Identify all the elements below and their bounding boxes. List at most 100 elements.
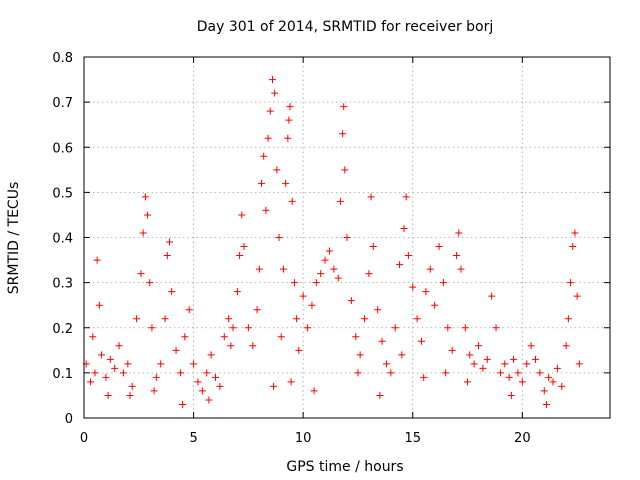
- data-point: [287, 378, 295, 386]
- data-point: [216, 382, 224, 390]
- data-point: [286, 103, 294, 111]
- data-point: [374, 306, 382, 314]
- data-point: [262, 206, 270, 214]
- data-point: [573, 292, 581, 300]
- data-point: [295, 346, 303, 354]
- data-point: [179, 400, 187, 408]
- y-tick-label: 0.2: [52, 322, 73, 337]
- data-point: [128, 382, 136, 390]
- x-tick-label: 10: [295, 431, 312, 446]
- data-point: [564, 315, 572, 323]
- data-point: [510, 355, 518, 363]
- data-point: [106, 355, 114, 363]
- data-point: [514, 369, 522, 377]
- y-tick-label: 0.5: [52, 186, 73, 201]
- data-point: [236, 252, 244, 260]
- data-point: [317, 270, 325, 278]
- data-point: [558, 382, 566, 390]
- data-point: [325, 247, 333, 255]
- data-point: [258, 179, 266, 187]
- data-point: [91, 369, 99, 377]
- data-point: [378, 337, 386, 345]
- data-point: [98, 351, 106, 359]
- data-point: [387, 369, 395, 377]
- data-point: [266, 107, 274, 115]
- grid-lines: [84, 57, 610, 418]
- data-point: [238, 211, 246, 219]
- y-tick-label: 0.3: [52, 277, 73, 292]
- data-point: [233, 288, 241, 296]
- data-points: [82, 76, 583, 408]
- data-point: [181, 333, 189, 341]
- data-point: [483, 355, 491, 363]
- data-point: [227, 342, 235, 350]
- data-point: [367, 193, 375, 201]
- data-point: [264, 134, 272, 142]
- data-point: [310, 387, 318, 395]
- data-point: [176, 369, 184, 377]
- data-point: [284, 134, 292, 142]
- data-point: [249, 342, 257, 350]
- data-point: [409, 283, 417, 291]
- data-point: [148, 324, 156, 332]
- data-point: [442, 369, 450, 377]
- axis-ticks: [83, 56, 610, 419]
- data-point: [352, 333, 360, 341]
- data-point: [89, 333, 97, 341]
- data-point: [453, 252, 461, 260]
- y-tick-label: 0.1: [52, 367, 73, 382]
- data-point: [290, 279, 298, 287]
- data-point: [271, 89, 279, 97]
- data-point: [400, 224, 408, 232]
- data-point: [382, 360, 390, 368]
- data-point: [435, 243, 443, 251]
- data-point: [190, 360, 198, 368]
- data-point: [431, 301, 439, 309]
- data-point: [518, 378, 526, 386]
- data-point: [152, 373, 160, 381]
- data-point: [93, 256, 101, 264]
- data-point: [165, 238, 173, 246]
- data-point: [172, 346, 180, 354]
- data-point: [312, 279, 320, 287]
- data-point: [545, 373, 553, 381]
- data-point: [260, 152, 268, 160]
- x-tick-label: 15: [404, 431, 421, 446]
- data-point: [523, 360, 531, 368]
- data-point: [426, 265, 434, 273]
- data-point: [198, 387, 206, 395]
- data-point: [540, 387, 548, 395]
- data-point: [365, 270, 373, 278]
- data-point: [492, 324, 500, 332]
- data-point: [240, 243, 248, 251]
- data-point: [488, 292, 496, 300]
- data-point: [304, 324, 312, 332]
- data-point: [496, 369, 504, 377]
- data-point: [505, 373, 513, 381]
- data-point: [354, 369, 362, 377]
- data-point: [536, 369, 544, 377]
- data-point: [102, 373, 110, 381]
- data-point: [285, 116, 293, 124]
- data-point: [448, 346, 456, 354]
- data-point: [439, 279, 447, 287]
- data-point: [144, 211, 152, 219]
- data-point: [161, 315, 169, 323]
- data-point: [376, 391, 384, 399]
- x-tick-label: 0: [80, 431, 88, 446]
- data-point: [507, 391, 515, 399]
- data-point: [225, 315, 233, 323]
- data-point: [334, 274, 342, 282]
- data-point: [194, 378, 202, 386]
- data-point: [119, 369, 127, 377]
- data-point: [273, 166, 281, 174]
- data-point: [95, 301, 103, 309]
- chart-title: Day 301 of 2014, SRMTID for receiver bor…: [197, 19, 494, 35]
- data-point: [343, 234, 351, 241]
- data-point: [418, 337, 426, 345]
- data-point: [282, 179, 290, 187]
- data-point: [277, 333, 285, 341]
- data-point: [146, 279, 154, 287]
- data-point: [531, 355, 539, 363]
